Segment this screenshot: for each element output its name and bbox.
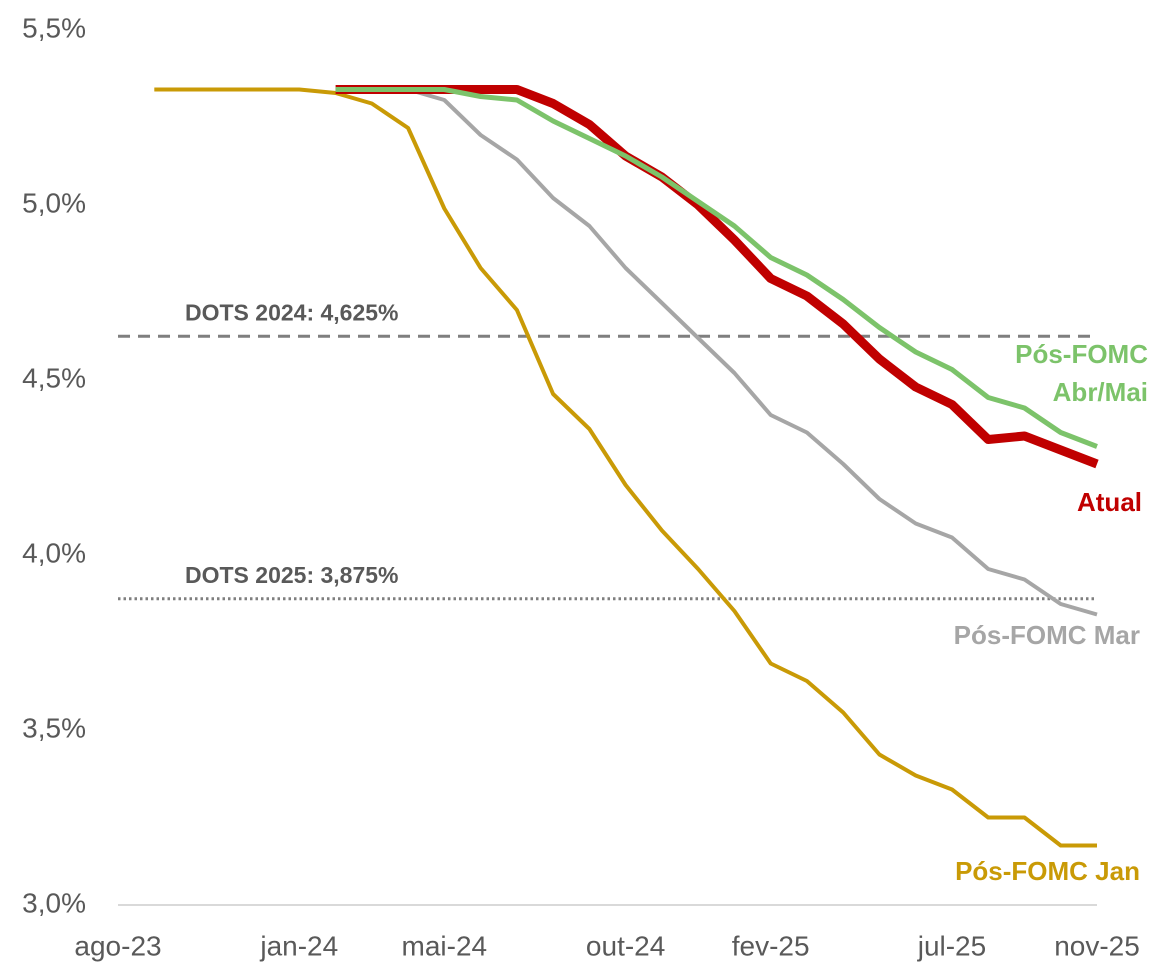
reference-label: DOTS 2025: 3,875% bbox=[185, 562, 399, 588]
series-label: Pós-FOMC Jan bbox=[955, 856, 1140, 886]
series-line bbox=[335, 85, 1099, 469]
y-tick-label: 3,5% bbox=[22, 712, 86, 743]
series-label: Atual bbox=[1077, 487, 1142, 517]
x-tick-label: jul-25 bbox=[917, 930, 986, 961]
y-tick-label: 5,5% bbox=[22, 12, 86, 43]
series-line bbox=[154, 87, 1097, 848]
series-line bbox=[335, 87, 1098, 449]
series-label: Pós-FOMC Mar bbox=[954, 620, 1140, 650]
x-tick-label: out-24 bbox=[586, 930, 665, 961]
y-tick-label: 4,5% bbox=[22, 362, 86, 393]
x-tick-label: mai-24 bbox=[402, 930, 488, 961]
series-line bbox=[335, 87, 1098, 617]
series-label: Pós-FOMC Abr/Mai bbox=[1015, 339, 1148, 407]
y-tick-label: 4,0% bbox=[22, 537, 86, 568]
x-tick-label: fev-25 bbox=[732, 930, 810, 961]
x-tick-label: nov-25 bbox=[1054, 930, 1140, 961]
x-tick-label: ago-23 bbox=[74, 930, 161, 961]
y-tick-label: 3,0% bbox=[22, 887, 86, 918]
y-tick-label: 5,0% bbox=[22, 187, 86, 218]
x-tick-label: jan-24 bbox=[259, 930, 338, 961]
reference-label: DOTS 2024: 4,625% bbox=[185, 299, 399, 325]
